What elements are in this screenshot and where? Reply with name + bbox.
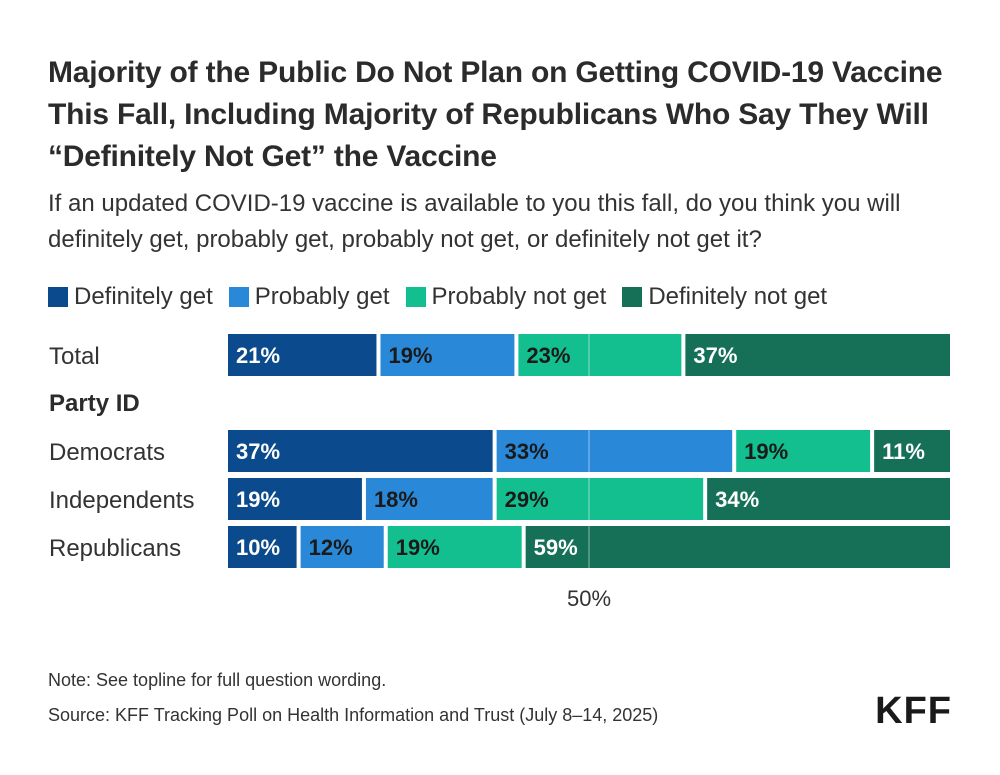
bar-value-label: 10% [236,535,280,560]
bar-segment [525,526,950,568]
legend-item-probably-not-get: Probably not get [405,283,607,311]
bar-segment [874,430,950,472]
bar-segment [228,334,377,376]
legend-swatch [48,287,68,307]
bar-segment [496,430,733,472]
row-label: Independents [49,487,194,514]
bar-segment [228,478,362,520]
bar-value-label: 12% [309,535,353,560]
bar-value-label: 59% [534,535,578,560]
row-label: Republicans [49,535,181,562]
group-label: Party ID [49,390,140,417]
legend-swatch [405,287,426,307]
bar-segment [380,334,515,376]
bar-segment [496,478,704,520]
bar-value-label: 19% [396,535,440,560]
bar-segment [228,526,297,568]
bar-value-label: 19% [236,487,280,512]
note-text: Note: See topline for full question word… [48,670,387,690]
bar-value-label: 19% [744,439,788,464]
legend-item-definitely-get: Definitely get [48,283,213,311]
chart-title: Majority of the Public Do Not Plan on Ge… [48,56,943,173]
legend-label: Definitely get [74,283,213,310]
legend-label: Probably not get [431,283,607,310]
kff-logo: KFF [875,690,952,732]
stacked-bar-chart: Total 21% 19% 23% 37% Party ID Democrats 37% 33%… [49,334,950,611]
legend-swatch [622,287,643,307]
bar-value-label: 11% [882,439,925,464]
bar-segment [736,430,871,472]
row-label: Democrats [49,439,165,466]
legend-item-probably-get: Probably get [228,283,390,311]
bar-value-label: 21% [236,343,280,368]
bar-segment [707,478,950,520]
bar-value-label: 18% [374,487,418,512]
midline-label: 50% [567,586,611,611]
bar-value-label: 37% [236,439,280,464]
bar-value-label: 37% [693,343,737,368]
legend-label: Probably get [254,283,390,310]
bar-value-label: 34% [715,487,759,512]
row-label: Total [49,343,100,370]
bar-value-label: 19% [388,343,432,368]
chart-subtitle: If an updated COVID-19 vaccine is availa… [48,190,901,253]
legend-label: Definitely not get [648,283,828,310]
bar-segment [387,526,522,568]
source-text: Source: KFF Tracking Poll on Health Info… [48,705,659,725]
legend: Definitely get Probably get Probably not… [48,280,843,314]
bar-segment [518,334,682,376]
bar-segment [300,526,384,568]
bar-segment [228,430,493,472]
bar-segment [685,334,950,376]
bar-segment [365,478,493,520]
legend-item-definitely-not-get: Definitely not get [622,283,827,311]
bar-value-label: 33% [505,439,549,464]
bar-value-label: 23% [526,343,570,368]
legend-swatch [228,287,249,307]
bar-value-label: 29% [505,487,549,512]
